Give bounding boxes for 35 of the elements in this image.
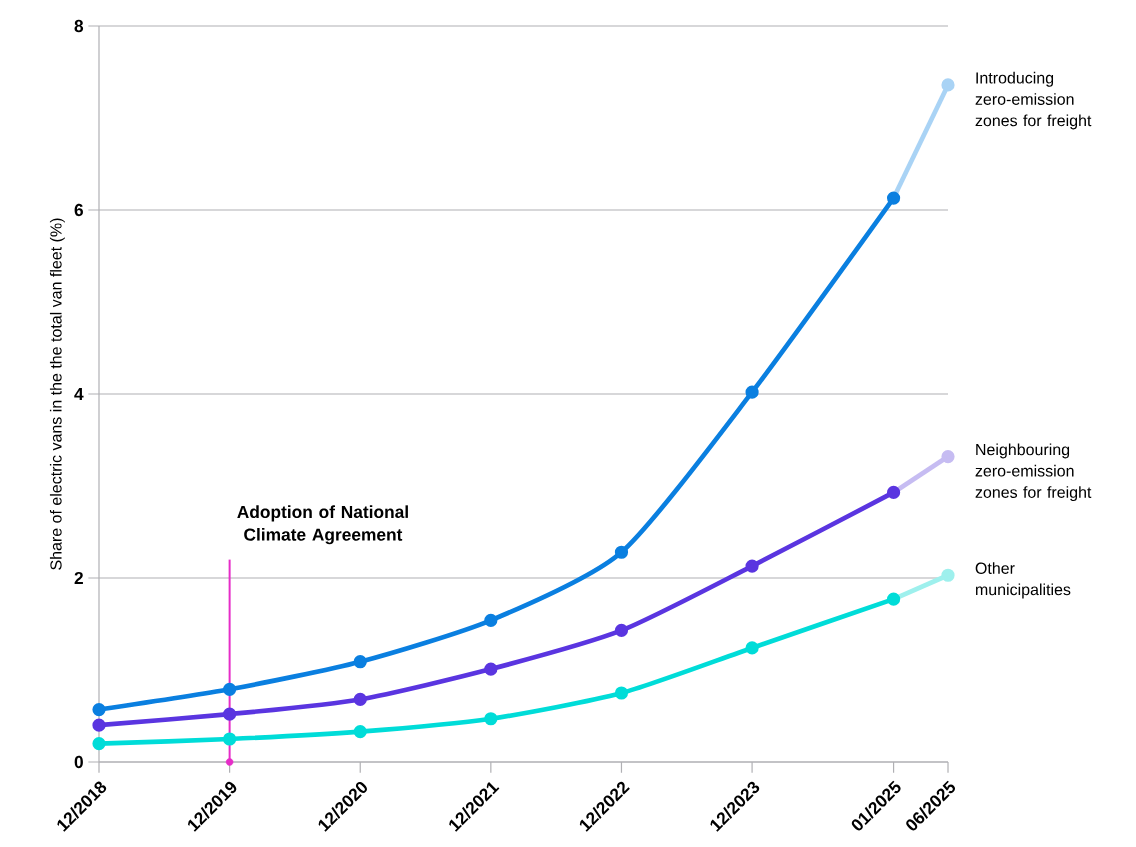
point [225, 758, 234, 766]
point [92, 718, 106, 732]
y-tick-label: 2 [74, 571, 83, 585]
point [484, 662, 498, 676]
point [745, 559, 759, 573]
y-tick-label: 0 [74, 755, 83, 769]
point [353, 725, 367, 739]
ref-line-label: Adoption of National Climate Agreement [237, 505, 408, 545]
point [745, 641, 759, 655]
point [92, 736, 106, 751]
point [886, 485, 901, 500]
point [614, 545, 629, 559]
point [745, 385, 759, 399]
point [223, 732, 237, 746]
point [484, 712, 498, 726]
point [886, 592, 901, 606]
point [614, 623, 629, 638]
y-axis-title: Share of electric vans in the the total van fleet (%) [49, 218, 65, 570]
point [886, 191, 901, 205]
point [223, 707, 237, 721]
point [941, 568, 955, 582]
point [353, 692, 367, 707]
point [484, 613, 498, 627]
point [941, 78, 955, 92]
point [614, 686, 629, 700]
point [353, 655, 367, 669]
point [223, 682, 237, 696]
point [941, 449, 955, 464]
point [92, 702, 106, 717]
text: Neighbouring zero-emission zones for freight [975, 443, 1092, 502]
y-tick-label: 6 [74, 203, 83, 217]
text: Other municipalities [975, 562, 1071, 599]
y-tick-label: 4 [74, 388, 84, 400]
y-tick-label: 8 [74, 19, 84, 33]
text: Introducing zero-emission zones for freight [975, 71, 1092, 130]
